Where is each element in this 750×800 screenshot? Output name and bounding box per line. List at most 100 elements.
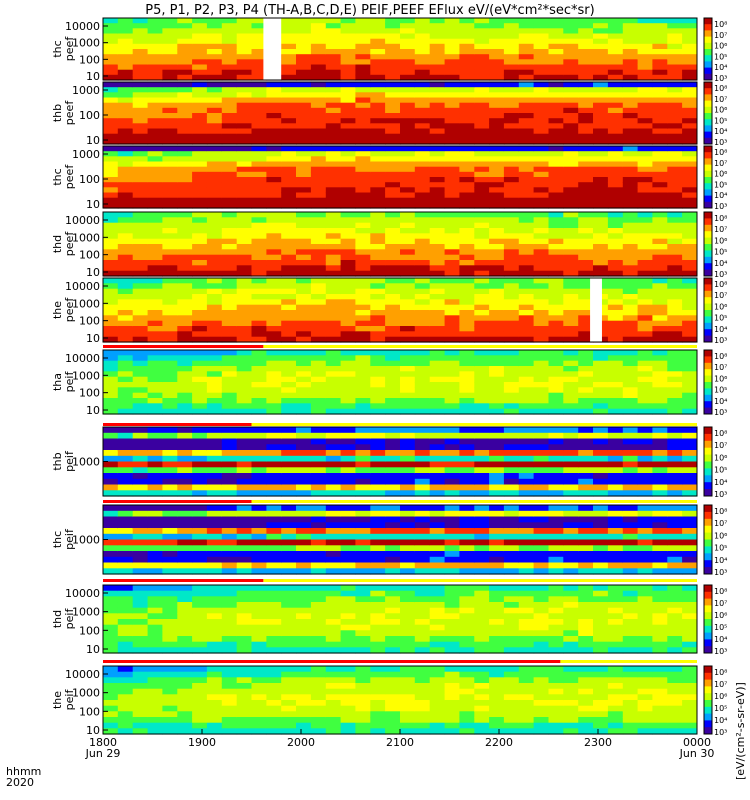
heatmap-cell [251,350,267,356]
heatmap-cell [474,278,490,284]
heatmap-cell [103,320,119,327]
heatmap-cell [593,533,609,541]
heatmap-cell [147,398,163,404]
heatmap-cell [162,192,178,199]
heatmap-cell [489,138,505,145]
heatmap-cell [296,283,312,290]
heatmap-cell [607,113,624,119]
heatmap-cell [489,478,505,486]
heatmap-cell [489,630,505,637]
heatmap-cell [340,238,356,245]
heatmap-cell [652,315,668,322]
heatmap-cell [400,310,416,316]
heatmap-cell [103,166,119,173]
heatmap-cell [533,619,549,626]
heatmap-cell [147,97,163,104]
heatmap-cell [563,217,579,224]
heatmap-cell [162,607,178,614]
heatmap-cell [652,562,668,569]
heatmap-cell [266,403,282,410]
heatmap-cell [117,624,134,631]
heatmap-cell [236,705,253,712]
heatmap-cell [459,360,475,367]
heatmap-cell [117,38,134,45]
heatmap-cell [563,249,579,256]
heatmap-cell [325,722,342,729]
heatmap-cell [444,161,460,168]
heatmap-cell [400,294,416,300]
heatmap-cell [607,427,624,434]
heatmap-cell [192,636,208,643]
heatmap-cell [385,450,401,457]
heatmap-cell [385,92,401,99]
heatmap-cell [637,254,653,261]
heatmap-cell [682,360,698,367]
heatmap-cell [325,28,342,35]
heatmap-cell [192,677,208,684]
heatmap-cell [503,133,520,140]
heatmap-cell [132,33,149,40]
heatmap-cell [385,528,401,535]
heatmap-cell [578,641,594,648]
heatmap-cell [340,556,356,564]
colorbar-tick-label: 10⁴ [714,259,727,268]
heatmap-cell [221,187,238,194]
heatmap-cell [578,728,594,735]
heatmap-cell [103,613,119,620]
heatmap-cell [236,688,253,695]
heatmap-cell [414,613,431,620]
heatmap-cell [429,107,446,114]
heatmap-cell [147,156,163,163]
heatmap-cell [162,217,178,224]
panel-product-label: peif [63,608,76,630]
heatmap-cell [103,568,119,575]
heatmap-cell [474,444,490,451]
heatmap-cell [296,461,312,468]
heatmap-cell [251,260,267,266]
heatmap-cell [221,438,238,445]
heatmap-cell [117,244,134,250]
heatmap-cell [414,427,431,434]
heatmap-cell [206,320,223,327]
heatmap-cell [622,146,639,152]
heatmap-cell [310,43,327,50]
heatmap-cell [310,408,327,415]
heatmap-cell [251,217,267,224]
heatmap-cell [236,320,253,327]
heatmap-cell [177,490,193,497]
heatmap-cell [444,278,460,284]
heatmap-cell [162,376,178,383]
heatmap-cell [296,197,312,204]
heatmap-cell [548,371,564,378]
heatmap-cell [192,171,208,178]
heatmap-cell [236,694,253,701]
heatmap-cell [414,283,431,290]
heatmap-cell [340,233,356,240]
colorbar-tick-label: 10⁵ [714,544,727,553]
heatmap-cell [429,636,446,643]
heatmap-cell [162,107,178,114]
heatmap-cell [459,244,475,250]
heatmap-cell [429,23,446,29]
heatmap-cell [147,161,163,168]
heatmap-cell [548,403,564,410]
heatmap-cell [221,516,238,523]
heatmap-cell [325,182,342,188]
heatmap-cell [622,107,639,114]
heatmap-cell [370,450,386,457]
heatmap-cell [429,238,446,245]
heatmap-cell [444,38,460,45]
heatmap-cell [414,166,431,173]
heatmap-cell [325,310,342,316]
heatmap-cell [400,671,416,678]
heatmap-cell [444,666,460,673]
heatmap-cell [548,87,564,93]
heatmap-cell [578,133,594,140]
heatmap-cell [474,619,490,626]
heatmap-cell [607,294,624,300]
colorbar-segment [704,394,712,402]
heatmap-cell [355,490,371,497]
